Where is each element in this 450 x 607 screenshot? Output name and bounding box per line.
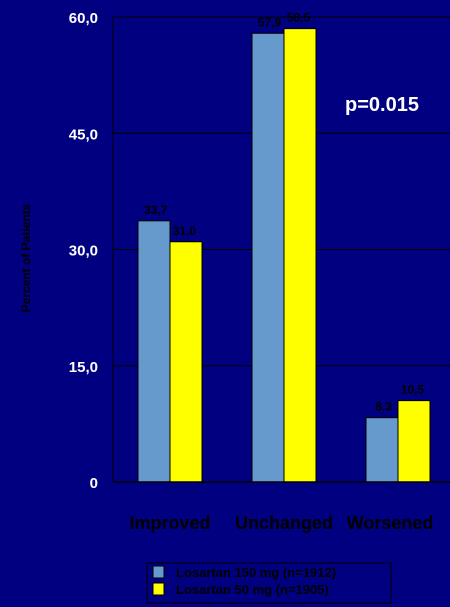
bar	[137, 220, 171, 483]
legend-swatch	[152, 582, 165, 596]
data-label: 31,0	[173, 224, 197, 238]
data-label: 10,5	[401, 383, 425, 397]
x-category-label: Worsened	[347, 513, 434, 533]
bar	[251, 32, 285, 483]
bar	[397, 400, 431, 483]
y-axis-label: Percent of Patients	[19, 203, 33, 312]
bars	[137, 28, 431, 483]
y-axis-ticks: 0 15,0 30,0 45,0 60,0	[69, 10, 98, 492]
bar	[365, 417, 399, 483]
x-axis-categories: Improved Unchanged Worsened	[129, 513, 433, 533]
y-tick-label: 45,0	[69, 126, 98, 143]
y-tick-label: 0	[90, 475, 98, 492]
legend-box	[146, 562, 392, 604]
data-label: 57,9	[258, 15, 282, 29]
y-tick-label: 30,0	[69, 243, 98, 260]
bar	[169, 241, 203, 483]
data-labels: 33,7 31,0 57,9 58,5 8,3 10,5	[144, 11, 424, 414]
legend-label: Losartan 50 mg (n=1905)	[176, 582, 329, 597]
x-category-label: Unchanged	[235, 513, 333, 533]
data-label: 33,7	[144, 203, 168, 217]
legend-swatch	[152, 565, 165, 579]
data-label: 8,3	[375, 400, 392, 414]
legend-label: Losartan 150 mg (n=1912)	[176, 565, 336, 580]
y-tick-label: 15,0	[69, 359, 98, 376]
y-tick-label: 60,0	[69, 10, 98, 27]
legend: Losartan 150 mg (n=1912) Losartan 50 mg (…	[146, 562, 392, 604]
bar	[283, 28, 317, 483]
p-value-annotation: p=0.015	[345, 94, 419, 116]
data-label: 58,5	[287, 11, 311, 25]
x-category-label: Improved	[129, 513, 210, 533]
